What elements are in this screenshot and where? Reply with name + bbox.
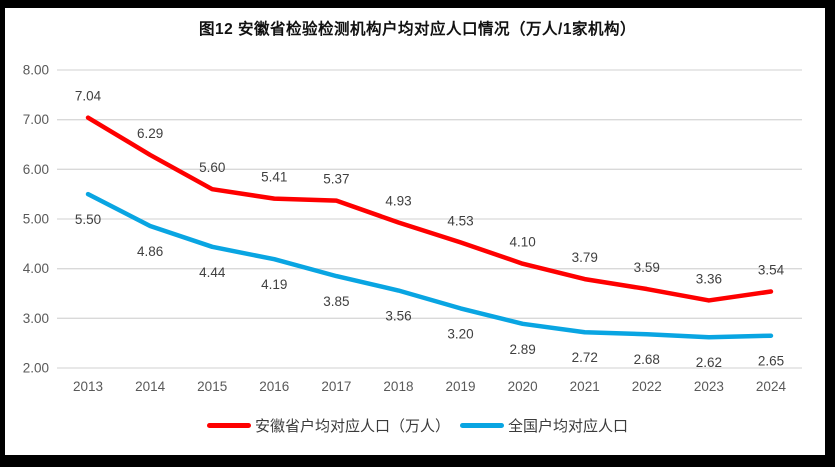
data-label: 2.68 (634, 352, 660, 367)
x-axis-tick-label: 2020 (508, 379, 538, 394)
legend-marker-blue-line-icon (460, 423, 504, 428)
frame-border-left (0, 0, 5, 467)
legend-item-anhui: 安徽省户均对应人口（万人） (206, 415, 450, 436)
x-axis-tick-label: 2013 (73, 379, 103, 394)
x-axis-tick-label: 2019 (446, 379, 476, 394)
x-axis-tick-label: 2014 (135, 379, 166, 394)
legend-item-national: 全国户均对应人口 (460, 415, 628, 436)
chart-legend: 安徽省户均对应人口（万人） 全国户均对应人口 (0, 415, 835, 436)
x-axis-tick-label: 2017 (321, 379, 351, 394)
legend-label: 安徽省户均对应人口（万人） (254, 418, 450, 435)
data-label: 3.56 (385, 309, 411, 324)
frame-border-bottom (0, 455, 835, 467)
y-axis-tick-label: 5.00 (23, 212, 49, 227)
data-label: 4.86 (137, 244, 163, 259)
data-label: 2.65 (758, 354, 784, 369)
series-line-0 (85, 115, 774, 303)
series-line-1 (85, 191, 774, 340)
x-axis-tick-label: 2024 (756, 379, 787, 394)
y-axis-tick-label: 4.00 (23, 261, 49, 276)
data-label: 4.10 (509, 235, 535, 250)
data-label: 4.44 (199, 265, 226, 280)
legend-marker-red-line-icon (206, 423, 251, 428)
legend-label: 全国户均对应人口 (508, 418, 629, 435)
x-axis-tick-label: 2023 (694, 379, 724, 394)
data-label: 4.19 (261, 277, 287, 292)
y-axis-tick-label: 7.00 (23, 112, 49, 127)
data-label: 3.85 (323, 294, 349, 309)
x-axis-tick-label: 2018 (383, 379, 413, 394)
data-label: 3.79 (572, 250, 598, 265)
data-label: 3.20 (447, 326, 473, 341)
x-axis-tick-label: 2015 (197, 379, 227, 394)
data-label: 4.93 (385, 193, 411, 208)
y-axis-tick-label: 6.00 (23, 162, 49, 177)
data-label: 2.72 (572, 350, 598, 365)
data-label: 5.37 (323, 172, 349, 187)
frame-border-right (825, 0, 835, 467)
x-axis-tick-label: 2016 (259, 379, 289, 394)
frame-border-top (0, 0, 835, 8)
chart-title: 图12 安徽省检验检测机构户均对应人口情况（万人/1家机构） (199, 21, 636, 38)
y-axis-tick-label: 8.00 (23, 63, 49, 78)
y-axis-tick-label: 2.00 (23, 361, 49, 376)
x-axis-tick-label: 2022 (632, 379, 662, 394)
data-label: 5.50 (75, 212, 101, 227)
y-axis-tick-label: 3.00 (23, 311, 49, 326)
data-label: 3.36 (696, 271, 722, 286)
data-label: 4.53 (447, 213, 473, 228)
data-label: 2.89 (509, 342, 535, 357)
data-label: 5.60 (199, 160, 225, 175)
x-axis-tick-label: 2021 (570, 379, 600, 394)
data-label: 5.41 (261, 170, 287, 185)
data-label: 2.62 (696, 355, 722, 370)
data-label: 6.29 (137, 126, 163, 141)
data-label: 3.59 (634, 260, 660, 275)
data-label: 3.54 (758, 263, 785, 278)
data-label: 7.04 (75, 89, 102, 104)
